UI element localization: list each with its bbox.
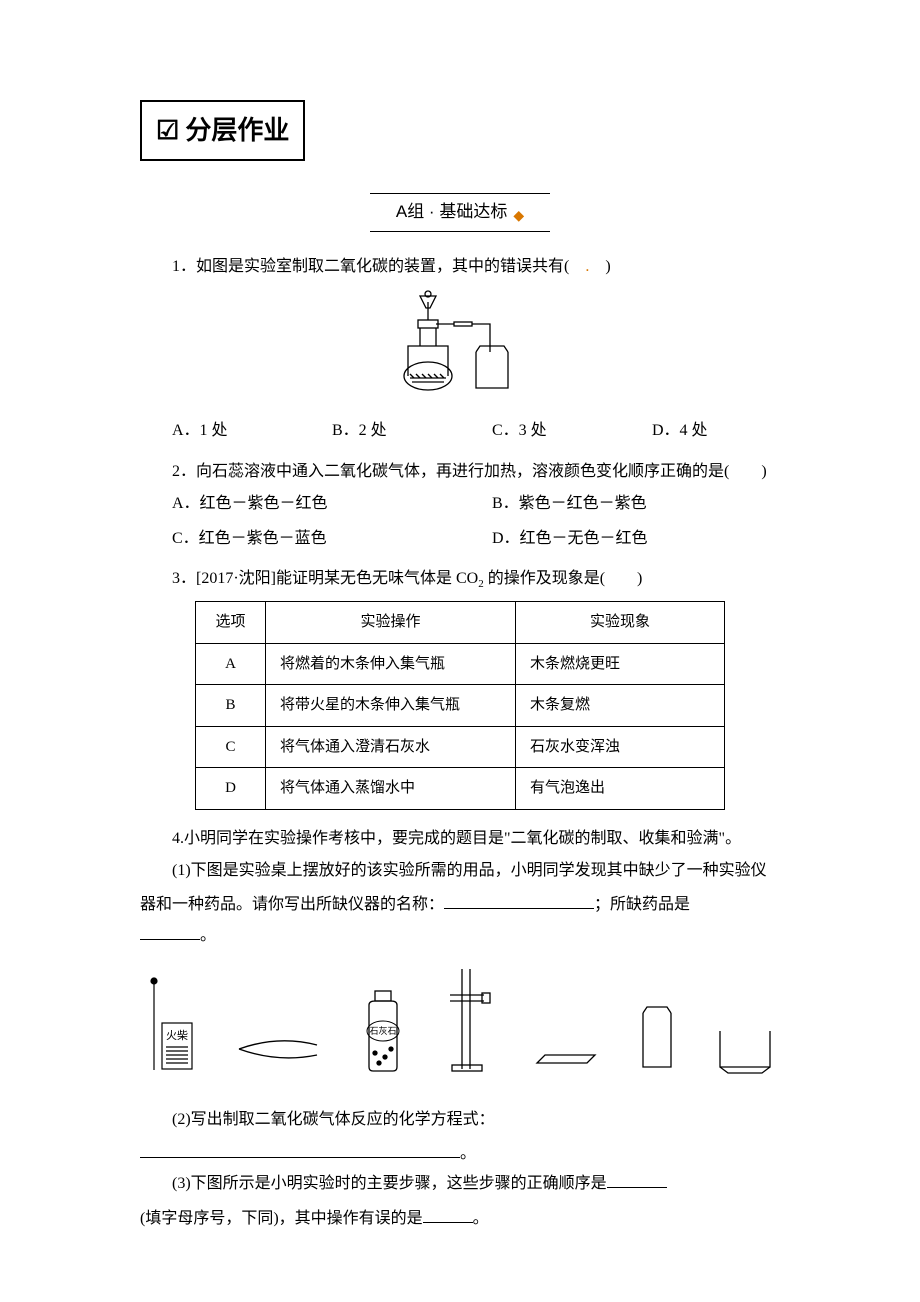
q3-th1: 选项 bbox=[196, 602, 266, 644]
blank-instrument bbox=[444, 893, 594, 909]
q4-p1c: ；所缺药品是 bbox=[594, 896, 690, 913]
q4-p1d: 。 bbox=[200, 927, 216, 944]
q1-optB: B．2 处 bbox=[300, 416, 460, 446]
equip-gas-jar bbox=[633, 1003, 681, 1086]
blank-reagent bbox=[140, 924, 200, 940]
q1-figure bbox=[140, 290, 780, 406]
bottle-label: 石灰石 bbox=[370, 1025, 397, 1036]
table-row: C 将气体通入澄清石灰水 石灰水变浑浊 bbox=[196, 726, 725, 768]
table-row: D 将气体通入蒸馏水中 有气泡逸出 bbox=[196, 768, 725, 810]
q4-p3a-line: (3)下图所示是小明实验时的主要步骤，这些步骤的正确顺序是 bbox=[140, 1169, 780, 1199]
header-title-box: ☑分层作业 bbox=[140, 100, 305, 161]
q1-text-b: ) bbox=[589, 258, 610, 275]
table-row: B 将带火星的木条伸入集气瓶 木条复燃 bbox=[196, 685, 725, 727]
q3-a-op: 将燃着的木条伸入集气瓶 bbox=[266, 643, 516, 685]
q1-options: A．1 处 B．2 处 C．3 处 D．4 处 bbox=[140, 416, 780, 446]
q1-apparatus-svg bbox=[380, 290, 540, 395]
q3-a-opt: A bbox=[196, 643, 266, 685]
q4-p3b-line: (填字母序号，下同)，其中操作有误的是 。 bbox=[140, 1204, 780, 1234]
section-label: A组 · 基础达标 ◆ bbox=[140, 193, 780, 231]
q2-optC: C．红色－紫色－蓝色 bbox=[140, 524, 460, 554]
q1-text: 1．如图是实验室制取二氧化碳的装置，其中的错误共有( . ) bbox=[140, 252, 780, 282]
q4-p1a: (1)下图是实验桌上摆放好的该实验所需的用品，小明同学发现其中缺少了一种实验仪 bbox=[140, 856, 780, 886]
q2-options-row2: C．红色－紫色－蓝色 D．红色－无色－红色 bbox=[140, 524, 780, 554]
checkmark-icon: ☑ bbox=[156, 115, 179, 145]
equip-matches: 火柴 bbox=[144, 975, 200, 1086]
q4-p3b: (填字母序号，下同)，其中操作有误的是 bbox=[140, 1210, 423, 1227]
q3-b-ph: 木条复燃 bbox=[516, 685, 725, 727]
q1-optC: C．3 处 bbox=[460, 416, 620, 446]
q3-b-op: 将带火星的木条伸入集气瓶 bbox=[266, 685, 516, 727]
table-row: A 将燃着的木条伸入集气瓶 木条燃烧更旺 bbox=[196, 643, 725, 685]
q4-p2: (2)写出制取二氧化碳气体反应的化学方程式： bbox=[140, 1105, 780, 1135]
q4-text: 4.小明同学在实验操作考核中，要完成的题目是"二氧化碳的制取、收集和验满"。 bbox=[140, 824, 780, 854]
q4-p2-end: 。 bbox=[460, 1145, 476, 1162]
q3-c-op: 将气体通入澄清石灰水 bbox=[266, 726, 516, 768]
q3-table: 选项 实验操作 实验现象 A 将燃着的木条伸入集气瓶 木条燃烧更旺 B 将带火星… bbox=[195, 601, 725, 810]
q4-p1d-line: 。 bbox=[140, 921, 780, 951]
q2-text: 2．向石蕊溶液中通入二氧化碳气体，再进行加热，溶液颜色变化顺序正确的是( ) bbox=[140, 457, 780, 487]
q3-b-opt: B bbox=[196, 685, 266, 727]
equip-tube-bracket bbox=[444, 965, 498, 1086]
q3-th2: 实验操作 bbox=[266, 602, 516, 644]
q3-c-ph: 石灰水变浑浊 bbox=[516, 726, 725, 768]
q4-p2-blank-line: 。 bbox=[140, 1139, 780, 1169]
q2-optD: D．红色－无色－红色 bbox=[460, 524, 780, 554]
equip-tweezers bbox=[233, 1025, 323, 1086]
equip-trough bbox=[714, 1025, 776, 1086]
q2-options-row1: A．红色－紫色－红色 B．紫色－红色－紫色 bbox=[140, 489, 780, 519]
q1-text-a: 1．如图是实验室制取二氧化碳的装置，其中的错误共有( bbox=[172, 258, 585, 275]
header-title: 分层作业 bbox=[185, 115, 289, 145]
blank-order bbox=[607, 1172, 667, 1188]
section-label-text: A组 · 基础达标 bbox=[396, 202, 507, 221]
match-label: 火柴 bbox=[166, 1028, 188, 1042]
q3-th3: 实验现象 bbox=[516, 602, 725, 644]
q1-optA: A．1 处 bbox=[140, 416, 300, 446]
q3-d-ph: 有气泡逸出 bbox=[516, 768, 725, 810]
q3-text: 3．[2017·沈阳]能证明某无色无味气体是 CO2 的操作及现象是( ) bbox=[140, 564, 780, 595]
equip-bottle: 石灰石 bbox=[355, 987, 411, 1086]
equip-glass-slide bbox=[531, 1045, 601, 1086]
q4-p3a: (3)下图所示是小明实验时的主要步骤，这些步骤的正确顺序是 bbox=[172, 1175, 607, 1192]
q3-d-opt: D bbox=[196, 768, 266, 810]
q2-optB: B．紫色－红色－紫色 bbox=[460, 489, 780, 519]
section-label-inner: A组 · 基础达标 ◆ bbox=[370, 193, 550, 231]
table-header-row: 选项 实验操作 实验现象 bbox=[196, 602, 725, 644]
equipment-row: 火柴 石灰石 bbox=[140, 965, 780, 1086]
q2-optA: A．红色－紫色－红色 bbox=[140, 489, 460, 519]
q3-d-op: 将气体通入蒸馏水中 bbox=[266, 768, 516, 810]
page-header: ☑分层作业 bbox=[140, 100, 780, 181]
blank-equation bbox=[140, 1142, 460, 1158]
section-dot-icon: ◆ bbox=[513, 207, 524, 223]
q4-p3c: 。 bbox=[473, 1210, 489, 1227]
q3-text-a: 3．[2017·沈阳]能证明某无色无味气体是 CO bbox=[172, 570, 478, 587]
q1-optD: D．4 处 bbox=[620, 416, 780, 446]
q4-p1b: 器和一种药品。请你写出所缺仪器的名称： bbox=[140, 896, 444, 913]
q3-a-ph: 木条燃烧更旺 bbox=[516, 643, 725, 685]
q3-text-b: 的操作及现象是( ) bbox=[484, 570, 643, 587]
blank-wrong bbox=[423, 1207, 473, 1223]
q4-p1b-line: 器和一种药品。请你写出所缺仪器的名称： ；所缺药品是 bbox=[140, 890, 780, 920]
q3-c-opt: C bbox=[196, 726, 266, 768]
